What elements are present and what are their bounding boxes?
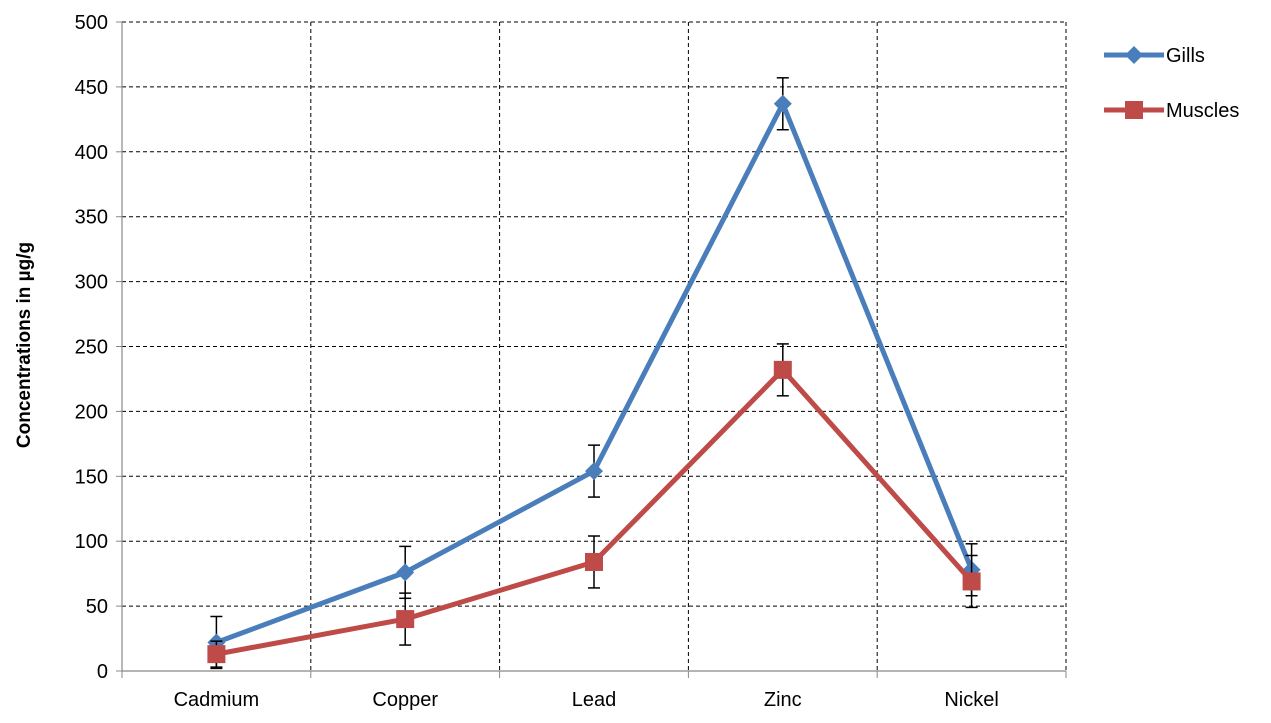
data-point-muscles bbox=[773, 360, 792, 379]
data-point-gills bbox=[585, 462, 603, 481]
legend-marker-gills bbox=[1125, 46, 1143, 64]
legend-item-muscles: Muscles bbox=[1104, 100, 1239, 122]
y-tick-label: 350 bbox=[75, 207, 108, 229]
data-point-gills bbox=[396, 563, 415, 582]
legend-item-gills: Gills bbox=[1104, 45, 1205, 67]
legend-marker-muscles bbox=[1125, 101, 1143, 119]
x-tick-label: Lead bbox=[572, 689, 617, 711]
data-point-gills bbox=[773, 94, 792, 113]
series-layer bbox=[207, 77, 981, 670]
legend-label-gills: Gills bbox=[1166, 45, 1205, 67]
y-tick-label: 300 bbox=[75, 272, 108, 294]
x-tick-label: Nickel bbox=[944, 689, 998, 711]
y-tick-label: 400 bbox=[75, 142, 108, 164]
x-tick-label: Zinc bbox=[764, 689, 802, 711]
data-point-muscles bbox=[962, 572, 981, 591]
x-tick-label: Cadmium bbox=[174, 689, 260, 711]
y-tick-label: 200 bbox=[75, 401, 108, 423]
series-gills bbox=[207, 77, 981, 670]
grid-lines bbox=[122, 21, 1067, 671]
legend: Gills Muscles bbox=[1104, 45, 1239, 122]
y-tick-label: 100 bbox=[75, 531, 108, 553]
axes bbox=[116, 21, 1067, 678]
legend-label-muscles: Muscles bbox=[1166, 100, 1239, 122]
data-point-muscles bbox=[396, 610, 415, 629]
data-point-muscles bbox=[207, 645, 226, 664]
y-tick-label: 150 bbox=[75, 466, 108, 488]
y-axis-title: Concentrations in µg/g bbox=[14, 242, 35, 448]
series-line-muscles bbox=[215, 367, 974, 657]
y-tick-label: 450 bbox=[75, 77, 108, 99]
x-tick-labels: Cadmium Copper Lead Zinc Nickel bbox=[174, 689, 999, 711]
y-tick-label: 0 bbox=[97, 661, 108, 683]
series-muscles bbox=[207, 343, 981, 668]
data-point-muscles bbox=[585, 552, 603, 571]
y-tick-label: 500 bbox=[75, 12, 108, 34]
y-tick-labels: 0 50 100 150 200 250 300 350 400 450 500 bbox=[75, 12, 108, 683]
y-tick-label: 250 bbox=[75, 337, 108, 359]
x-tick-label: Copper bbox=[372, 689, 438, 711]
y-tick-label: 50 bbox=[86, 596, 108, 618]
